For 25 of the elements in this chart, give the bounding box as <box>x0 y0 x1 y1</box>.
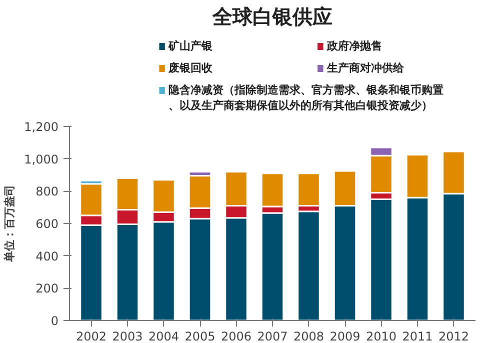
x-tick-label: 2008 <box>293 330 324 343</box>
x-tick-label: 2002 <box>76 330 107 343</box>
x-tick-label: 2010 <box>366 330 397 343</box>
x-tick-label: 2011 <box>402 330 433 343</box>
y-tick-label: 200 <box>36 282 58 296</box>
legend-label: 隐含净减资（指除制造需求、官方需求、银条和银币购置、以及生产商套期保值以外的所有其他白银投资减少） <box>168 84 444 112</box>
legend-label: 生产商对冲供给 <box>326 62 405 74</box>
y-tick-label: 400 <box>36 249 58 264</box>
y-tick-label: 600 <box>36 217 58 231</box>
x-tick-label: 2012 <box>438 330 470 343</box>
y-tick-label: 1,000 <box>24 152 59 166</box>
x-tick-label: 2005 <box>184 330 216 343</box>
y-tick-label: 800 <box>36 184 58 199</box>
y-tick-label: 0 <box>50 314 59 328</box>
chart-title: 全球白银供应 <box>212 4 332 28</box>
x-tick-label: 2007 <box>257 330 288 343</box>
legend-label: 政府净抛售 <box>326 40 382 52</box>
x-tick-label: 2004 <box>148 330 180 343</box>
legend-label: 废银回收 <box>168 62 214 74</box>
x-tick-label: 2009 <box>330 330 360 343</box>
y-tick-label: 1,200 <box>24 120 59 134</box>
x-tick-label: 2003 <box>112 330 143 343</box>
y-axis-title: 单位：百万盎司 <box>3 185 16 263</box>
x-tick-label: 2006 <box>220 330 252 343</box>
legend-label: 矿山产银 <box>168 40 214 52</box>
